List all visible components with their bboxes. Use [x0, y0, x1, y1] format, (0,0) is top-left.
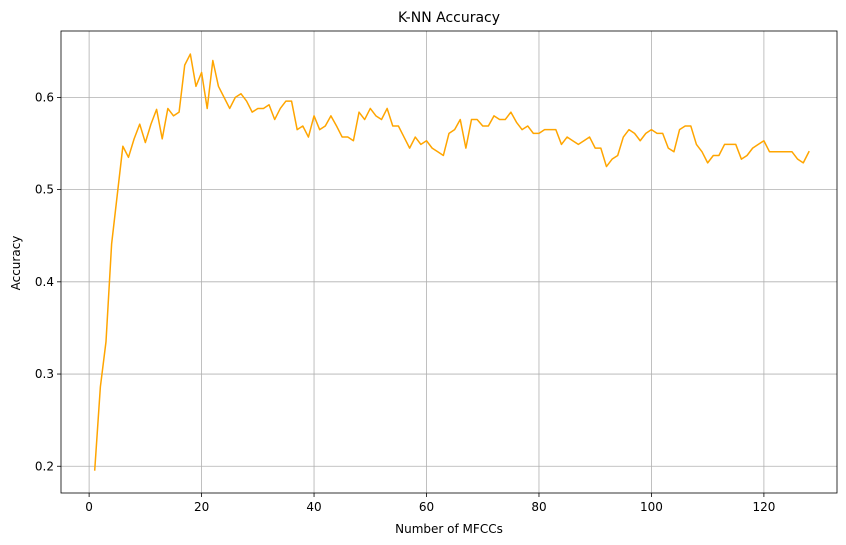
- plot-area-frame: [60, 30, 838, 494]
- grid: [61, 31, 837, 493]
- x-tick-label: 0: [85, 500, 93, 514]
- y-axis: 0.2 0.3 0.4 0.5 0.6: [35, 90, 61, 473]
- y-tick-label: 0.3: [35, 367, 54, 381]
- y-tick-label: 0.6: [35, 90, 54, 104]
- chart-title: K-NN Accuracy: [398, 10, 500, 26]
- x-tick-label: 20: [194, 500, 209, 514]
- series-line: [93, 53, 810, 471]
- y-tick-label: 0.4: [35, 275, 54, 289]
- x-axis: 0 20 40 60 80 100 120: [85, 493, 775, 514]
- x-tick-label: 120: [752, 500, 775, 514]
- x-tick-label: 60: [419, 500, 434, 514]
- y-axis-title: Accuracy: [9, 236, 23, 291]
- y-tick-label: 0.2: [35, 459, 54, 473]
- x-tick-label: 40: [306, 500, 321, 514]
- x-tick-label: 100: [640, 500, 663, 514]
- y-tick-label: 0.5: [35, 183, 54, 197]
- x-axis-title: Number of MFCCs: [395, 522, 503, 536]
- x-tick-label: 80: [531, 500, 546, 514]
